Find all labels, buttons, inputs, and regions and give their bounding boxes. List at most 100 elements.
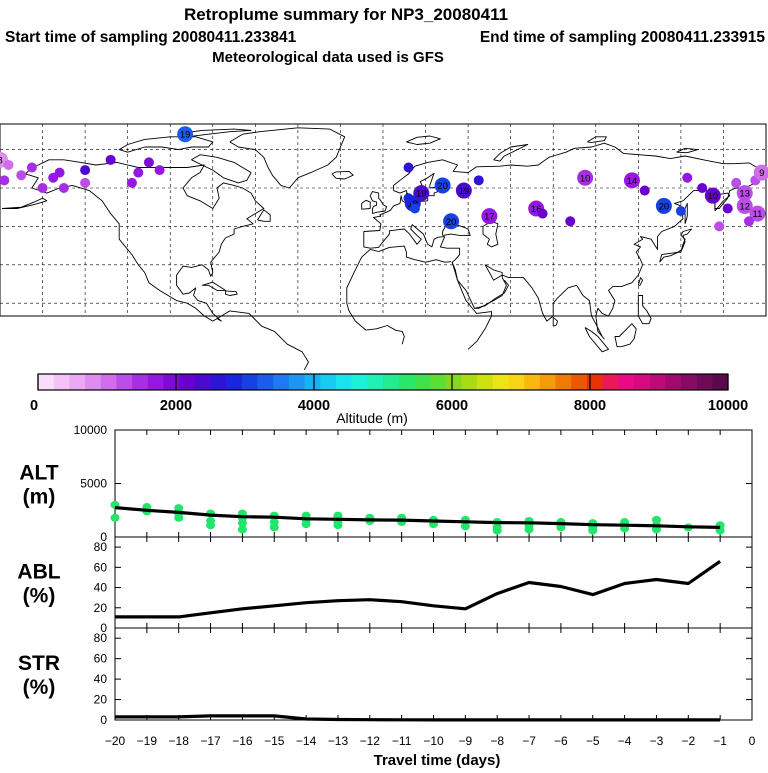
plume-marker-dot (409, 203, 420, 214)
colorbar-cell (492, 374, 509, 390)
y-tick-label: 5000 (80, 477, 107, 491)
plume-marker-dot (731, 177, 742, 188)
plume-marker: 19 (177, 126, 194, 143)
colorbar-cell (508, 374, 525, 390)
colorbar-tick-label: 8000 (574, 398, 606, 414)
aleutian-coast (2, 197, 48, 209)
x-tick-label: 0 (749, 734, 756, 748)
plume-marker (743, 216, 754, 227)
x-tick-label: −13 (328, 734, 349, 748)
borneo-coast (614, 323, 637, 348)
plume-marker-label: 20 (446, 217, 457, 228)
plume-marker-dot (577, 169, 594, 186)
colorbar-tick-label: 6000 (436, 398, 468, 414)
alt-scatter-point (237, 525, 247, 534)
plume-marker-label: 19 (416, 189, 427, 200)
plume-marker-label: 9 (759, 168, 764, 179)
plume-marker: 20 (434, 177, 451, 194)
plume-marker (154, 165, 165, 176)
y-tick-label: 40 (94, 672, 108, 686)
colorbar-cell (524, 374, 541, 390)
x-tick-label: −15 (264, 734, 285, 748)
panel-ylabel: (m) (23, 486, 56, 509)
plume-marker (722, 203, 733, 214)
colorbar-cell (383, 374, 399, 390)
colorbar-cell (398, 374, 415, 390)
plume-marker-dot (54, 167, 65, 178)
plume-marker-dot (537, 208, 548, 219)
plume-marker-dot (80, 177, 91, 188)
panel-ylabel: (%) (23, 585, 56, 608)
plume-marker-label: 12 (739, 201, 750, 212)
x-tick-label: −4 (618, 734, 632, 748)
plume-marker-dot (704, 187, 721, 204)
plume-marker-label: 10 (708, 191, 719, 202)
colorbar-cell (38, 374, 54, 390)
colorbar-cell (320, 374, 337, 390)
start-time-label: Start time of sampling 20080411.233841 (5, 29, 297, 46)
plume-marker-dot (3, 159, 14, 170)
series-line-alt (114, 506, 721, 529)
x-tick-label: −8 (490, 734, 504, 748)
sumatra-coast (584, 327, 609, 353)
y-tick-label: 20 (94, 693, 108, 707)
colorbar-tick-label: 2000 (160, 398, 192, 414)
world-map: 19820191918201716101420101391211 (0, 123, 768, 371)
plume-marker-dot (80, 165, 91, 176)
figure-title: Retroplume summary for NP3_20080411 (184, 5, 508, 24)
y-tick-label: 80 (94, 631, 108, 645)
colorbar-cell (430, 374, 447, 390)
alt-scatter-point (556, 523, 566, 532)
panel-ylabel: (%) (23, 676, 56, 699)
britain-coast (369, 191, 388, 215)
plume-marker (126, 177, 137, 188)
colorbar-cell (179, 374, 196, 390)
y-tick-label: 10000 (74, 423, 108, 437)
x-tick-label: −20 (105, 734, 126, 748)
plume-marker-dot (403, 162, 414, 173)
end-time-label: End time of sampling 20080411.233915 (480, 29, 766, 46)
plume-marker-dot (26, 162, 37, 173)
plume-marker: 13 (736, 185, 753, 202)
plume-marker-dot (682, 172, 693, 183)
plume-marker (565, 216, 576, 227)
plume-marker-label: 11 (753, 209, 763, 220)
plume-marker (54, 167, 65, 178)
cuba-coast (201, 281, 226, 291)
plume-marker-dot (675, 206, 686, 217)
plume-marker-dot (37, 183, 48, 193)
alt-scatter-point (333, 521, 343, 530)
plume-marker: 12 (736, 197, 753, 214)
y-tick-label: 0 (100, 713, 107, 727)
africa-north-coast (370, 245, 452, 263)
colorbar-cell (273, 374, 290, 390)
colorbar-cell (210, 374, 227, 390)
plume-marker-label: 14 (627, 176, 638, 187)
plume-marker (26, 162, 37, 173)
plume-marker-dot (736, 185, 753, 202)
plume-marker (403, 162, 414, 173)
plume-marker: 11 (749, 205, 766, 222)
plume-marker (16, 170, 27, 181)
colorbar-cells (37, 373, 729, 391)
altitude-colorbar: 0 2000 4000 6000 8000 10000 Altitude (m) (30, 373, 748, 426)
alt-scatter-point (237, 519, 247, 528)
plume-marker: 10 (704, 187, 721, 204)
plume-marker (682, 172, 693, 183)
iceland-coast (331, 170, 354, 180)
plume-marker-dot (565, 216, 576, 227)
colorbar-tick-label: 10000 (708, 398, 748, 414)
plume-marker (473, 175, 484, 186)
colorbar-cell (85, 374, 102, 390)
plume-marker-label: 20 (659, 201, 670, 212)
alt-scatter-point (460, 522, 470, 531)
plume-marker-dot (697, 183, 708, 193)
colorbar-xlabel: Altitude (m) (336, 410, 408, 426)
japan-coast (659, 228, 692, 263)
sakhalin-coast (684, 202, 688, 224)
colorbar-cell (539, 374, 556, 390)
colorbar-cell (712, 374, 729, 390)
x-tick-label: −7 (522, 734, 536, 748)
plume-marker (403, 193, 414, 204)
